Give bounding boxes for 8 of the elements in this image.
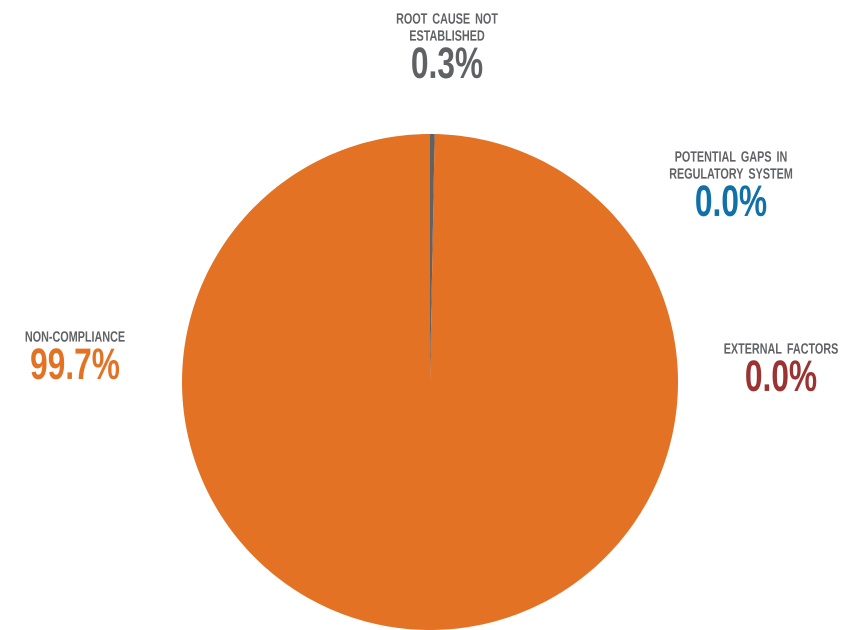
data-label: 99.7% [31,348,120,380]
slice-label: ROOT CAUSE NOT ESTABLISHED [396,13,498,41]
slice-label: NON-COMPLIANCE [26,331,125,342]
category-label: POTENTIAL GAPS IN REGULATORY SYSTEM [670,151,792,179]
text: 0.0% [746,360,816,392]
text: 0.0% [696,185,766,216]
category-label: EXTERNAL FACTORS [724,343,838,354]
data-label: 0.3% [412,47,482,78]
